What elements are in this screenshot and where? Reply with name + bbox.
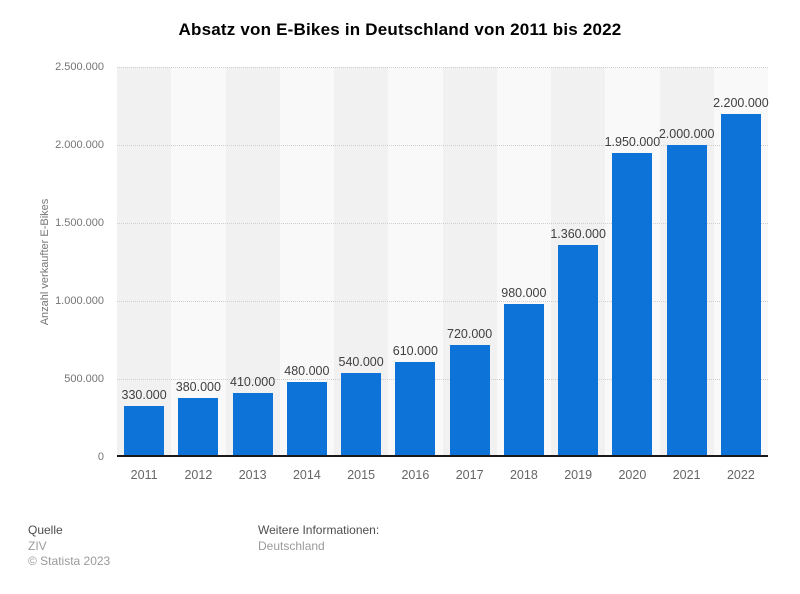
plot-band-2011 (117, 67, 172, 457)
bar-2022 (720, 114, 761, 457)
x-tick-2013: 2013 (238, 468, 267, 482)
more-info-value: Deutschland (258, 539, 325, 553)
x-tick-2014: 2014 (292, 468, 321, 482)
copyright-notice: © Statista 2023 (28, 554, 111, 568)
chart-title: Absatz von E-Bikes in Deutschland von 20… (178, 20, 622, 39)
bar-2013 (232, 393, 273, 457)
bar-2017 (449, 345, 490, 457)
more-info-label: Weitere Informationen: (258, 523, 380, 537)
source-label: Quelle (28, 523, 63, 537)
bar-2012 (178, 398, 219, 457)
bar-value-label-2022: 2.200.000 (713, 96, 769, 110)
x-tick-2019: 2019 (564, 468, 593, 482)
gridline-500.000 (117, 379, 768, 380)
bar-2014 (286, 382, 327, 457)
source-value: ZIV (28, 539, 47, 553)
y-tick-0: 0 (97, 451, 104, 463)
bar-value-label-2020: 1.950.000 (604, 135, 661, 149)
x-axis-baseline (117, 455, 768, 457)
bar-value-label-2014: 480.000 (284, 364, 330, 378)
bar-value-label-2017: 720.000 (447, 327, 493, 341)
x-tick-2021: 2021 (672, 468, 701, 482)
bar-value-label-2016: 610.000 (392, 344, 438, 358)
gridline-1.000.000 (117, 301, 768, 302)
gridline-2.500.000 (117, 67, 768, 68)
x-tick-2017: 2017 (455, 468, 484, 482)
bar-value-label-2012: 380.000 (175, 380, 221, 394)
plot-band-2012 (171, 67, 226, 457)
bar-value-label-2018: 980.000 (501, 286, 547, 300)
x-tick-2022: 2022 (726, 468, 755, 482)
bar-2015 (341, 373, 382, 457)
x-tick-2018: 2018 (509, 468, 538, 482)
y-tick-1.000.000: 1.000.000 (55, 295, 104, 307)
x-tick-2012: 2012 (184, 468, 213, 482)
x-tick-2011: 2011 (130, 468, 158, 482)
gridline-1.500.000 (117, 223, 768, 224)
y-tick-1.500.000: 1.500.000 (55, 217, 104, 229)
x-tick-2016: 2016 (401, 468, 430, 482)
bar-2011 (124, 406, 165, 457)
x-tick-2015: 2015 (347, 468, 376, 482)
bar-2019 (558, 245, 599, 457)
bar-value-label-2015: 540.000 (338, 355, 384, 369)
bar-2020 (612, 153, 653, 457)
bar-2016 (395, 362, 436, 457)
bar-value-label-2011: 330.000 (121, 388, 167, 402)
y-tick-2.000.000: 2.000.000 (55, 139, 104, 151)
bar-value-label-2013: 410.000 (230, 375, 276, 389)
bar-value-label-2019: 1.360.000 (550, 227, 606, 241)
bar-2021 (666, 145, 707, 457)
gridline-2.000.000 (117, 145, 768, 146)
y-tick-500.000: 500.000 (64, 373, 104, 385)
plot-band-2013 (225, 67, 280, 457)
x-tick-2020: 2020 (618, 468, 647, 482)
y-tick-2.500.000: 2.500.000 (55, 61, 104, 73)
chart-plot-area: 330.000 380.000 410.000 480.000 540.000 610.0… (117, 67, 769, 457)
bar-2018 (503, 304, 544, 457)
bar-value-label-2021: 2.000.000 (658, 127, 715, 141)
